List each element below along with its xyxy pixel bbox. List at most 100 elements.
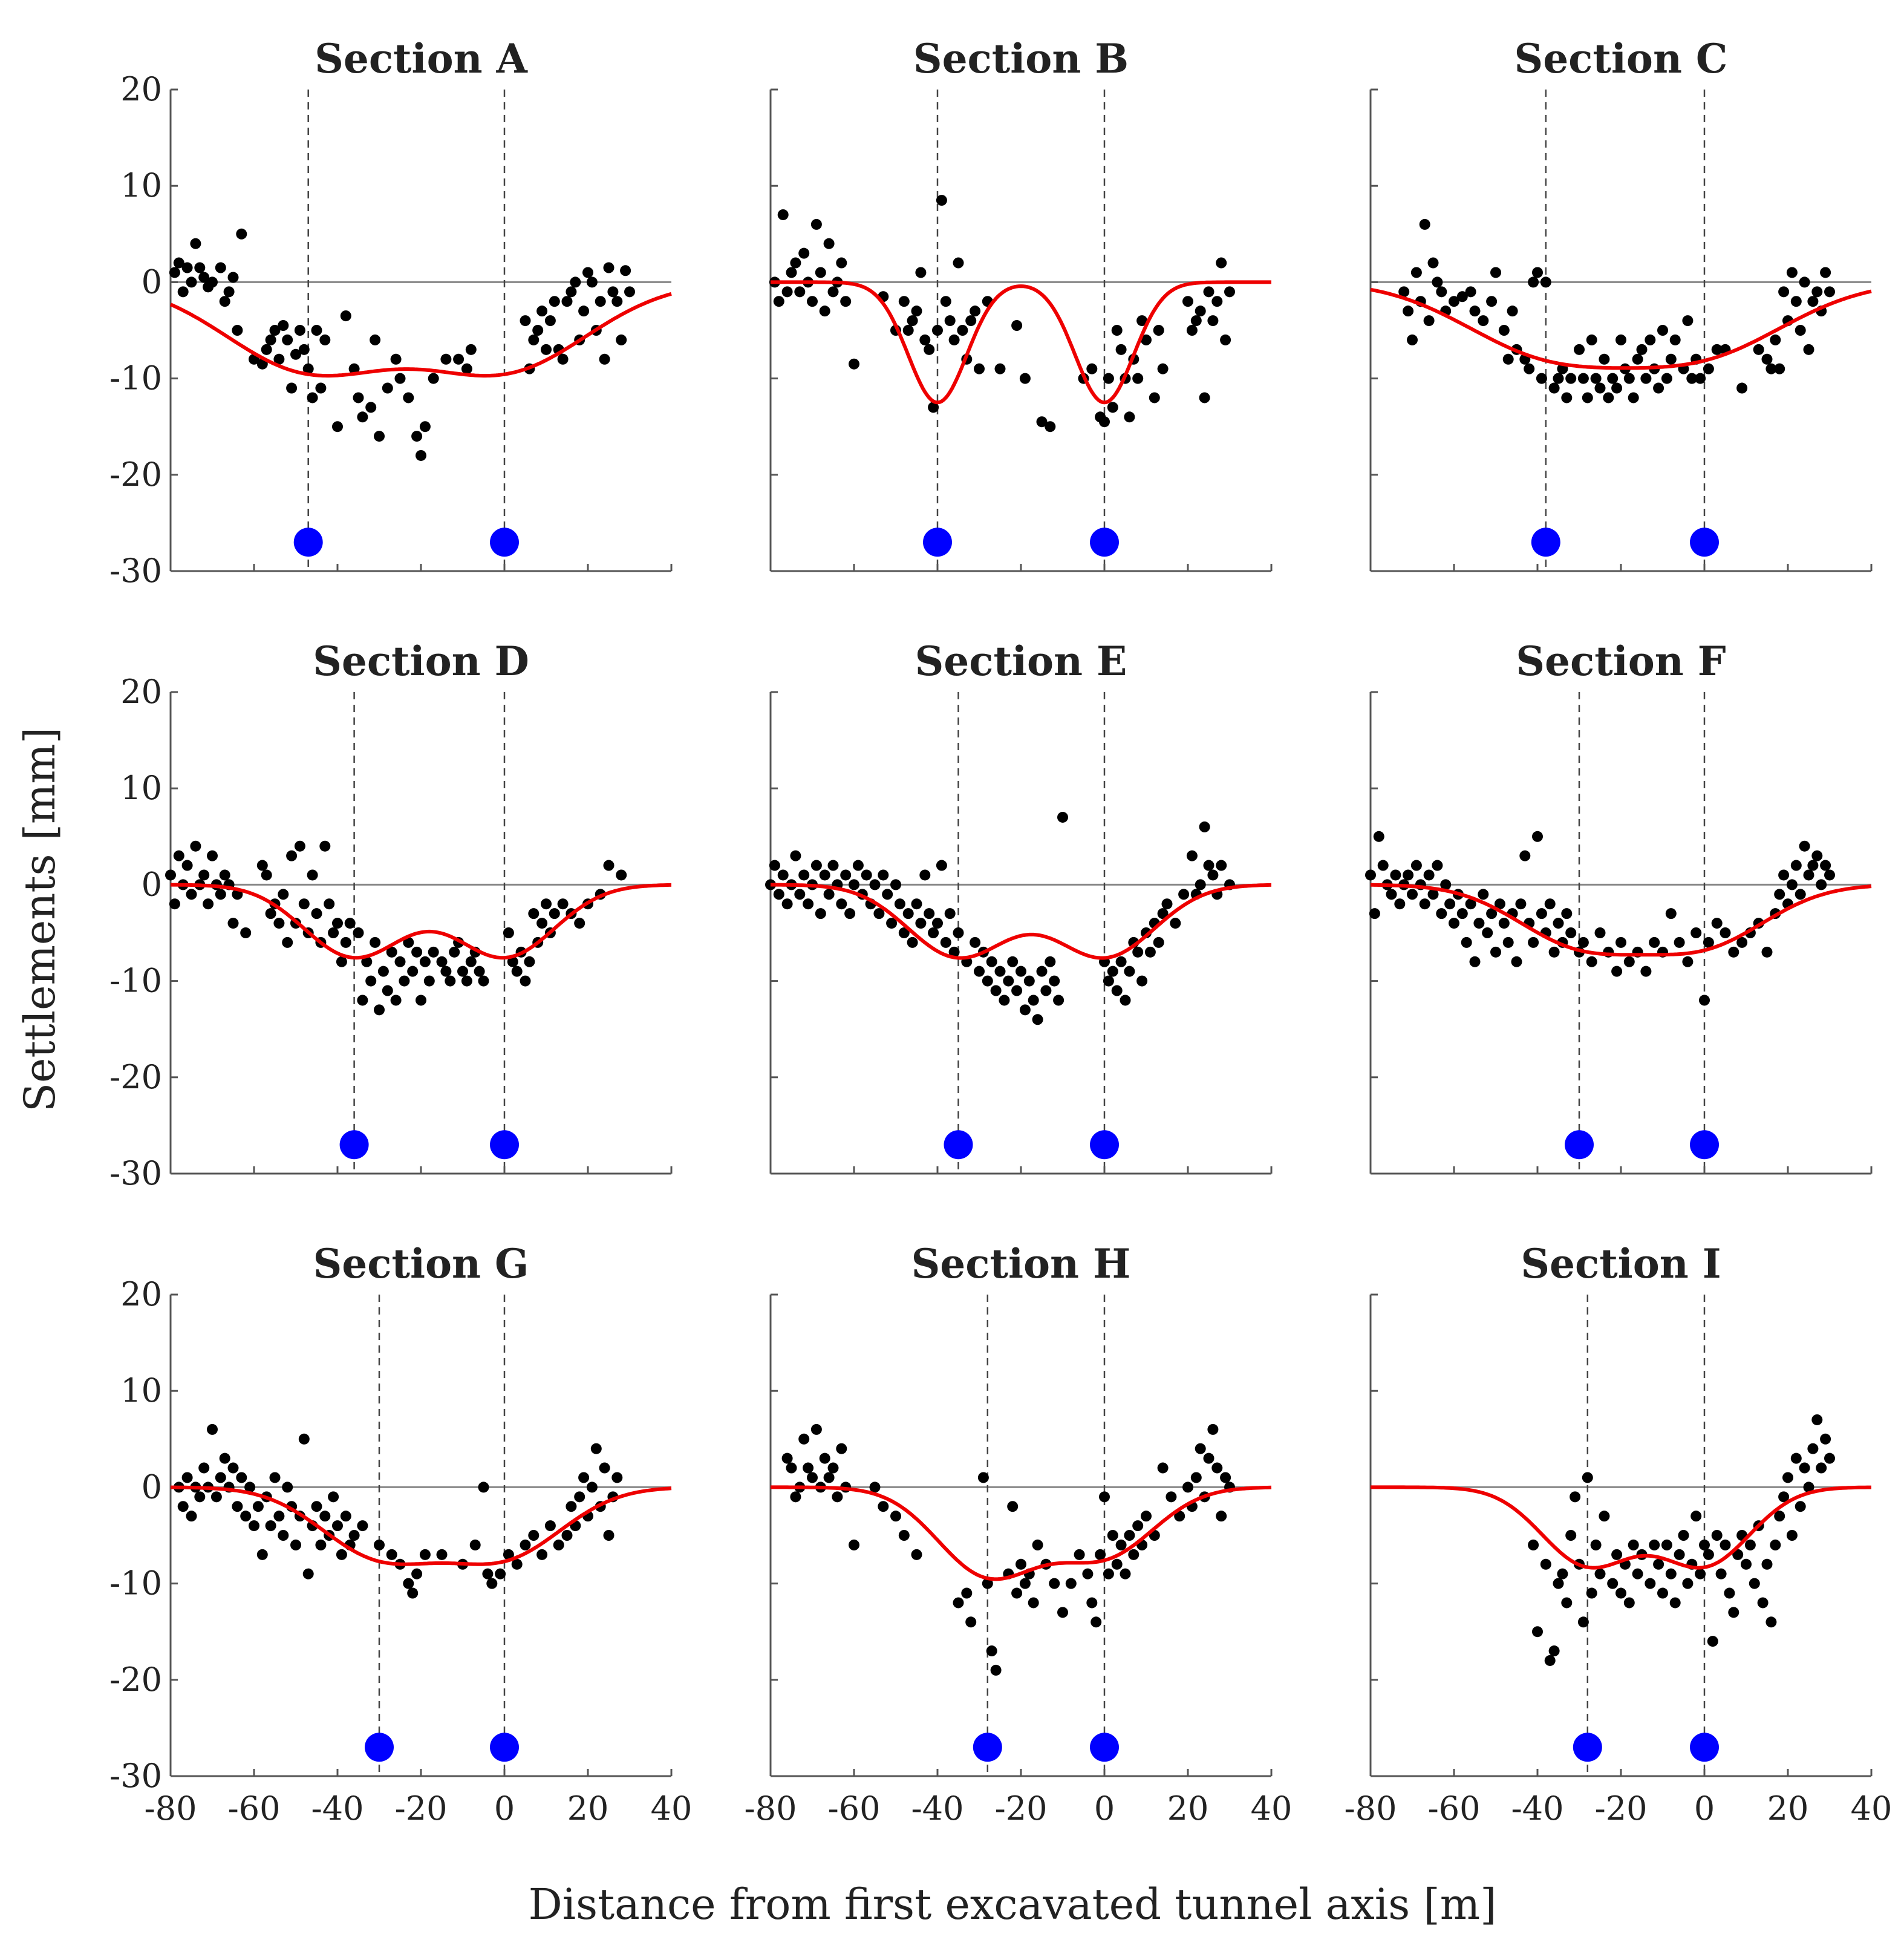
data-point bbox=[823, 889, 835, 900]
data-point bbox=[1528, 1539, 1539, 1550]
data-point bbox=[1590, 373, 1602, 384]
data-point bbox=[819, 1452, 830, 1464]
data-point bbox=[1115, 344, 1127, 355]
data-point bbox=[1790, 1452, 1802, 1464]
data-point bbox=[207, 1423, 218, 1435]
data-point bbox=[773, 296, 784, 307]
data-point bbox=[478, 1482, 489, 1493]
data-point bbox=[311, 325, 322, 336]
fit-curve bbox=[771, 883, 1271, 960]
x-tick-label: -20 bbox=[1595, 1789, 1648, 1828]
data-point bbox=[236, 1472, 247, 1483]
data-point bbox=[411, 946, 423, 958]
data-point bbox=[1565, 927, 1577, 938]
data-point bbox=[511, 965, 523, 977]
data-point bbox=[286, 382, 298, 394]
data-point bbox=[574, 918, 585, 929]
data-point bbox=[1407, 334, 1418, 345]
data-point bbox=[265, 1520, 276, 1532]
data-point bbox=[599, 353, 610, 365]
data-point bbox=[453, 353, 465, 365]
data-point bbox=[1765, 1616, 1777, 1628]
data-point bbox=[1086, 1597, 1098, 1609]
y-tick-label: 0 bbox=[142, 1468, 162, 1506]
data-point bbox=[428, 946, 439, 958]
data-point bbox=[278, 1530, 289, 1541]
data-point bbox=[819, 869, 830, 881]
tunnel-marker bbox=[1565, 1130, 1594, 1160]
tunnel-marker bbox=[339, 1130, 369, 1160]
data-point bbox=[528, 1530, 540, 1541]
data-point bbox=[1028, 995, 1039, 1006]
data-point bbox=[595, 296, 606, 307]
data-point bbox=[1586, 956, 1597, 967]
data-point bbox=[1141, 1511, 1152, 1522]
data-point bbox=[1703, 936, 1714, 948]
data-point bbox=[965, 315, 977, 327]
data-point bbox=[436, 956, 448, 967]
data-point bbox=[1436, 908, 1447, 920]
data-point bbox=[332, 1520, 343, 1532]
data-point bbox=[1599, 1511, 1610, 1522]
data-point bbox=[256, 860, 268, 871]
data-point bbox=[219, 296, 230, 307]
data-point bbox=[823, 1472, 835, 1483]
data-point bbox=[1561, 392, 1573, 403]
data-point bbox=[282, 334, 293, 345]
y-tick-label: -10 bbox=[109, 1564, 162, 1603]
data-point bbox=[790, 257, 801, 269]
data-point bbox=[528, 908, 540, 920]
data-point bbox=[1816, 1462, 1827, 1474]
data-point bbox=[407, 965, 419, 977]
y-tick-label: 20 bbox=[120, 70, 162, 108]
data-point bbox=[1653, 382, 1664, 394]
data-point bbox=[478, 975, 489, 987]
data-point bbox=[1465, 898, 1476, 910]
data-point bbox=[781, 898, 793, 910]
data-point bbox=[1590, 1539, 1602, 1550]
data-point bbox=[1669, 1597, 1681, 1609]
data-point bbox=[1456, 291, 1468, 302]
data-point bbox=[1532, 831, 1543, 842]
data-point bbox=[1032, 1014, 1043, 1025]
x-tick-label: 0 bbox=[1694, 1789, 1715, 1828]
data-point bbox=[227, 272, 239, 283]
data-point bbox=[566, 286, 577, 298]
data-point bbox=[1690, 1511, 1702, 1522]
data-point bbox=[907, 315, 918, 327]
data-point bbox=[1649, 936, 1660, 948]
data-point bbox=[1207, 315, 1219, 327]
data-point bbox=[165, 869, 176, 881]
data-point bbox=[440, 965, 452, 977]
data-point bbox=[1482, 927, 1493, 938]
data-point bbox=[773, 889, 784, 900]
panel-section-i: Section I -80 -60 -40 -20 0 20 40 bbox=[1345, 1240, 1893, 1828]
data-point bbox=[1115, 956, 1127, 967]
tunnel-marker bbox=[1690, 528, 1719, 557]
data-point bbox=[1807, 860, 1819, 871]
data-point bbox=[1811, 286, 1823, 298]
data-point bbox=[1607, 1578, 1619, 1589]
x-tick-label: -40 bbox=[911, 1789, 964, 1828]
fit-curve bbox=[1371, 883, 1872, 957]
data-point bbox=[915, 918, 927, 929]
data-point bbox=[186, 889, 197, 900]
data-point bbox=[1082, 1568, 1094, 1580]
data-point bbox=[982, 1578, 993, 1589]
data-point bbox=[1099, 416, 1110, 428]
x-tick-label: 20 bbox=[1767, 1789, 1809, 1828]
data-point bbox=[520, 1539, 531, 1550]
data-point bbox=[798, 1433, 810, 1445]
data-point bbox=[1111, 325, 1123, 336]
data-point bbox=[1190, 315, 1202, 327]
data-point bbox=[1728, 1607, 1739, 1618]
data-point bbox=[1611, 965, 1623, 977]
data-point bbox=[549, 908, 560, 920]
data-point bbox=[1594, 927, 1606, 938]
data-point bbox=[974, 965, 985, 977]
data-point bbox=[1011, 985, 1023, 996]
data-point bbox=[961, 1587, 973, 1599]
data-point bbox=[207, 850, 218, 861]
y-axis-label: Settlements [mm] bbox=[15, 727, 65, 1112]
data-point bbox=[803, 1462, 814, 1474]
